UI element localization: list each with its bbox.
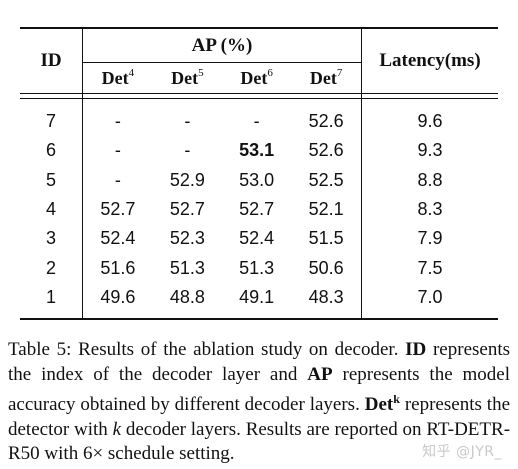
cell-id: 2 [20,253,83,283]
cell-det4: - [114,111,121,132]
cell-det6-best: 53.1 [239,140,275,161]
cell-latency: 9.3 [361,136,498,166]
cell-det4: - [114,140,121,161]
table-row: 6 - - 53.1 52.6 9.3 [20,136,498,166]
table-row: 1 49.6 48.8 49.1 48.3 7.0 [20,282,498,321]
cell-det5: 52.7 [169,199,205,220]
cell-det4: 52.7 [100,199,136,220]
table-row: 5 - 52.9 53.0 52.5 8.8 [20,165,498,195]
header-double-rule [20,93,498,99]
cell-det4: 51.6 [100,257,136,278]
table-row: 2 51.6 51.3 51.3 50.6 7.5 [20,253,498,283]
cell-det7: 52.6 [308,140,344,161]
caption-text: decoder layers. Results are reported on … [8,418,511,465]
cell-det4: 52.4 [100,228,136,249]
col-header-det4: Det4 [101,67,135,88]
cell-det4: 49.6 [82,282,153,321]
cell-latency: 9.6 [361,98,498,137]
caption-det-term: Detk [364,392,400,416]
cell-id: 6 [20,136,83,166]
caption-text: represents the index of the decoder laye… [8,339,511,385]
table-caption: Table 5: Results of the ablation study o… [8,338,510,467]
cell-det6: - [253,111,260,132]
cell-latency: 8.3 [361,194,498,225]
cell-id: 1 [20,282,83,321]
ablation-results-table: ID AP (%) Latency(ms) Det4 Det5 Det6 Det… [20,27,498,321]
cell-det7: 50.6 [308,257,344,278]
cell-det5: 51.3 [169,257,205,278]
caption-ap-term: AP [307,363,333,385]
table-row: 4 52.7 52.7 52.7 52.1 8.3 [20,194,498,225]
col-header-det5: Det5 [171,67,204,88]
col-header-det6: Det6 [240,67,273,88]
cell-det5: - [184,111,191,132]
caption-text: represents the detector with [8,394,510,440]
cell-det6: 53.0 [239,169,275,190]
caption-text: represents the model accuracy obtained b… [8,363,511,416]
cell-det6: 51.3 [239,257,275,278]
cell-latency: 7.0 [361,282,498,321]
cell-id: 7 [20,98,83,137]
table-row: 3 52.4 52.3 52.4 51.5 7.9 [20,224,498,254]
cell-id: 4 [20,194,83,225]
caption-k-variable: k [112,418,122,440]
cell-det5: - [184,140,191,161]
cell-det7: 52.5 [308,169,344,190]
cell-det6: 52.7 [239,199,275,220]
col-header-latency: Latency(ms) [361,27,498,94]
cell-latency: 7.9 [361,224,498,254]
col-group-header-ap: AP (%) [82,27,362,63]
col-header-id: ID [20,27,83,94]
table-row: 7 - - - 52.6 9.6 [20,98,498,137]
caption-id-term: ID [405,339,427,360]
cell-det4: - [114,169,121,190]
cell-det7: 52.1 [308,199,344,220]
cell-latency: 8.8 [361,165,498,195]
cell-det7: 48.3 [291,282,362,321]
cell-id: 5 [20,165,83,195]
cell-det7: 51.5 [308,228,344,249]
caption-text: Table 5: Results of the ablation study o… [8,339,399,360]
cell-det5: 48.8 [152,282,222,321]
cell-det5: 52.3 [169,228,205,249]
cell-det5: 52.9 [169,169,205,190]
results-table-container: ID AP (%) Latency(ms) Det4 Det5 Det6 Det… [20,27,498,321]
cell-latency: 7.5 [361,253,498,283]
cell-det6: 49.1 [221,282,292,321]
cell-det6: 52.4 [239,228,275,249]
cell-det7: 52.6 [308,111,344,132]
cell-id: 3 [20,224,83,254]
watermark: 知乎 @JYR_ [422,444,502,460]
col-header-det7: Det7 [309,67,343,88]
